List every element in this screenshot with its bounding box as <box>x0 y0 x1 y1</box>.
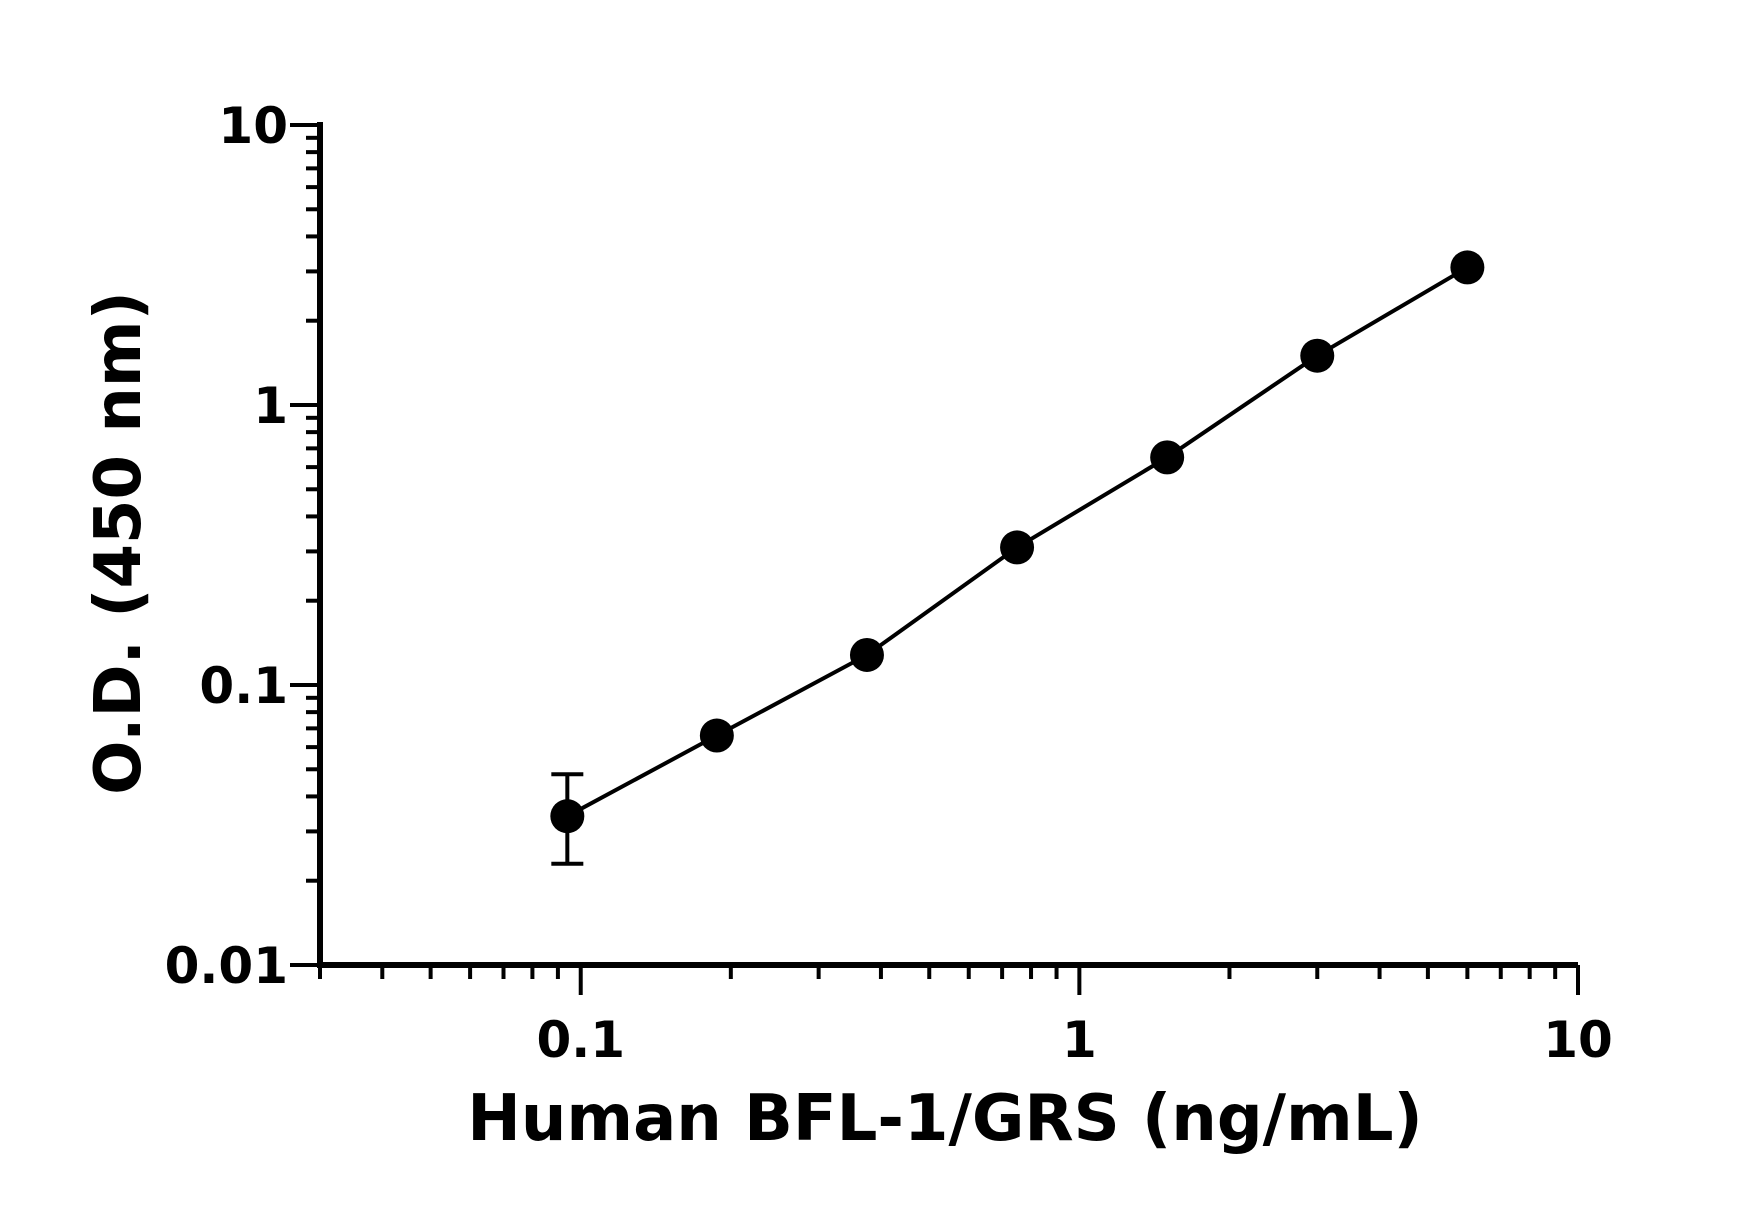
y-tick-label: 10 <box>218 97 288 155</box>
tick-labels: 0.01 0.1 1 10 0.1 1 10 <box>165 97 1613 1069</box>
axes <box>317 122 1578 968</box>
data-point <box>699 718 734 753</box>
x-tick-label: 0.1 <box>536 1011 625 1069</box>
data-point <box>849 637 884 672</box>
y-tick-label: 1 <box>253 377 288 435</box>
y-axis-title: O.D. (450 nm) <box>82 291 156 795</box>
data-point <box>1000 530 1035 565</box>
x-tick-label: 1 <box>1062 1011 1097 1069</box>
ticks <box>290 123 1580 995</box>
y-tick-label: 0.1 <box>199 657 288 715</box>
data-point <box>1300 338 1335 373</box>
y-tick-label: 0.01 <box>165 937 288 995</box>
data-point <box>550 799 585 834</box>
x-axis-title: Human BFL-1/GRS (ng/mL) <box>467 1082 1423 1156</box>
data-point <box>1150 440 1185 475</box>
data-point <box>1450 250 1485 285</box>
data-series <box>550 250 1485 866</box>
x-tick-label: 10 <box>1543 1011 1613 1069</box>
